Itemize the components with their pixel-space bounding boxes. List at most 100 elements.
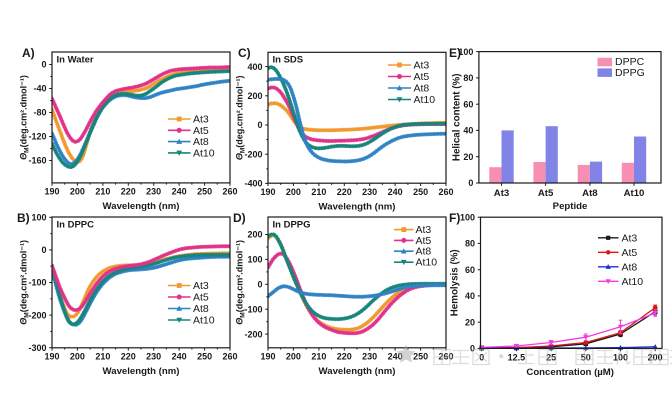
svg-text:At8: At8 [416,246,432,258]
svg-text:B): B) [17,211,30,225]
svg-text:60: 60 [463,99,473,109]
svg-text:At3: At3 [416,224,432,236]
svg-text:At8: At8 [414,83,430,95]
svg-text:-200: -200 [244,329,262,339]
svg-text:400: 400 [247,62,262,72]
svg-text:100: 100 [460,212,475,222]
svg-text:-400: -400 [244,179,262,189]
svg-text:220: 220 [337,187,352,197]
svg-text:0: 0 [41,245,46,255]
svg-text:D): D) [233,211,246,225]
svg-text:At10: At10 [414,94,436,106]
svg-text:At5: At5 [416,235,432,247]
svg-text:250: 250 [197,352,212,362]
svg-text:210: 210 [311,187,326,197]
svg-text:100: 100 [458,47,473,57]
svg-text:F): F) [449,211,460,225]
svg-text:190: 190 [44,352,59,362]
svg-text:At3: At3 [414,60,430,72]
svg-text:-40: -40 [33,84,46,94]
svg-text:12.5: 12.5 [508,352,526,362]
svg-text:0: 0 [257,280,262,290]
svg-text:50: 50 [581,352,591,362]
svg-text:At5: At5 [193,125,209,137]
svg-text:At3: At3 [494,188,509,199]
svg-text:-100: -100 [28,278,46,288]
svg-text:40: 40 [465,291,475,301]
svg-text:ΘM(deg.cm².dmol⁻¹): ΘM(deg.cm².dmol⁻¹) [235,240,247,325]
svg-text:ΘM(deg.cm².dmol⁻¹): ΘM(deg.cm².dmol⁻¹) [19,240,31,325]
svg-text:200: 200 [648,352,663,362]
svg-text:0: 0 [41,60,46,70]
svg-text:220: 220 [337,352,352,362]
svg-text:190: 190 [260,187,275,197]
svg-text:-100: -100 [244,304,262,314]
svg-text:DPPC: DPPC [615,56,645,68]
svg-text:260: 260 [222,187,237,197]
svg-text:230: 230 [146,352,161,362]
svg-text:At8: At8 [622,261,638,273]
svg-text:At5: At5 [414,71,430,83]
svg-text:Wavelength (nm): Wavelength (nm) [103,366,180,377]
svg-text:-300: -300 [28,343,46,353]
svg-text:At10: At10 [622,276,644,288]
svg-text:-200: -200 [28,310,46,320]
svg-text:260: 260 [438,352,453,362]
svg-text:C): C) [238,46,251,60]
svg-text:ΘM(deg.cm².dmol⁻¹): ΘM(deg.cm².dmol⁻¹) [19,75,31,160]
svg-text:At8: At8 [582,188,598,199]
svg-text:0: 0 [257,120,262,130]
svg-text:250: 250 [413,352,428,362]
svg-text:190: 190 [44,187,59,197]
svg-text:Peptide: Peptide [553,201,588,212]
svg-text:At3: At3 [193,114,209,126]
svg-text:240: 240 [388,352,403,362]
svg-text:250: 250 [197,187,212,197]
svg-text:At10: At10 [193,147,215,159]
svg-text:At10: At10 [624,188,645,199]
svg-text:190: 190 [260,352,275,362]
svg-text:At5: At5 [193,292,209,304]
svg-text:220: 220 [121,352,136,362]
svg-text:At5: At5 [622,247,638,259]
svg-text:200: 200 [286,352,301,362]
svg-text:At3: At3 [193,280,209,292]
svg-text:100: 100 [247,255,262,265]
svg-text:100: 100 [31,213,46,223]
svg-text:230: 230 [146,187,161,197]
svg-text:240: 240 [388,187,403,197]
svg-text:40: 40 [463,126,473,136]
svg-text:200: 200 [247,230,262,240]
svg-text:Wavelength (nm): Wavelength (nm) [103,201,180,212]
svg-text:At8: At8 [193,136,209,148]
svg-text:210: 210 [95,352,110,362]
svg-text:220: 220 [121,187,136,197]
svg-text:Concentration (µM): Concentration (µM) [526,367,614,378]
svg-text:240: 240 [172,187,187,197]
svg-text:Helical content (%): Helical content (%) [452,73,463,161]
svg-text:In Water: In Water [57,54,94,65]
svg-text:200: 200 [70,352,85,362]
svg-text:In DPPC: In DPPC [57,219,95,230]
svg-text:At3: At3 [622,232,638,244]
svg-text:At10: At10 [193,315,215,327]
svg-text:80: 80 [465,239,475,249]
svg-text:E): E) [449,46,461,60]
svg-text:-200: -200 [244,149,262,159]
svg-text:-160: -160 [28,156,46,166]
svg-text:230: 230 [362,187,377,197]
svg-text:200: 200 [286,187,301,197]
svg-text:0: 0 [479,352,484,362]
svg-text:-120: -120 [28,132,46,142]
svg-text:230: 230 [362,352,377,362]
svg-text:ΘM(deg.cm².dmol⁻¹): ΘM(deg.cm².dmol⁻¹) [235,75,247,160]
svg-text:At8: At8 [193,303,209,315]
svg-text:20: 20 [463,152,473,162]
svg-text:80: 80 [463,73,473,83]
svg-text:Wavelength (nm): Wavelength (nm) [319,366,396,377]
svg-text:At5: At5 [538,188,554,199]
svg-text:60: 60 [465,265,475,275]
svg-text:200: 200 [70,187,85,197]
svg-text:In DPPG: In DPPG [273,219,311,230]
svg-text:200: 200 [247,91,262,101]
